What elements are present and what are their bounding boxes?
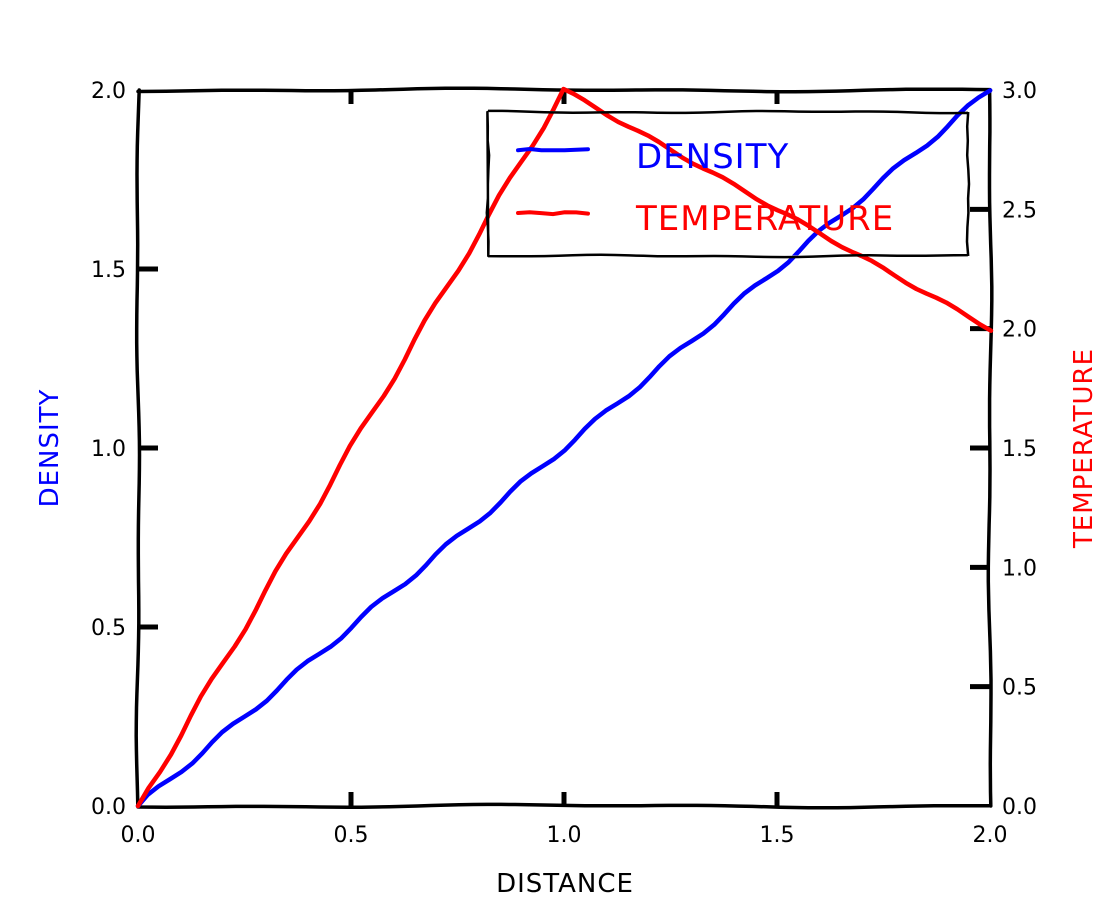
right-y-axis-label: TEMPERATURE [1069, 348, 1099, 549]
legend-entry-temperature: TEMPERATURE [635, 199, 894, 239]
left-y-tick-label: 1.0 [91, 437, 126, 462]
right-y-tick-label: 0.0 [1002, 795, 1037, 820]
x-tick-label: 1.5 [760, 823, 795, 848]
x-tick-label: 1.0 [547, 823, 582, 848]
right-y-tick-label: 2.5 [1002, 198, 1037, 223]
x-tick-labels: 0.0 0.5 1.0 1.5 2.0 [121, 823, 1008, 848]
right-y-tick-label: 1.0 [1002, 556, 1037, 581]
left-y-tick-label: 1.5 [91, 258, 126, 283]
x-tick-label: 2.0 [973, 823, 1008, 848]
series-line-density [135, 88, 993, 809]
left-y-tick-label: 0.0 [91, 795, 126, 820]
right-y-tick-label: 3.0 [1002, 79, 1037, 104]
x-axis-label: DISTANCE [496, 869, 634, 899]
x-tick-label: 0.0 [121, 823, 156, 848]
series-line-temperature [135, 86, 994, 809]
left-y-axis-label: DENSITY [35, 389, 65, 508]
series-layer [135, 86, 994, 809]
legend-swatch-density [516, 146, 590, 153]
legend-box [485, 109, 971, 259]
legend-entry-density: DENSITY [636, 137, 789, 177]
right-y-tick-label: 2.0 [1002, 318, 1037, 343]
right-y-tick-labels: 0.0 0.5 1.0 1.5 2.0 2.5 3.0 [1002, 79, 1037, 820]
left-y-tick-label: 0.5 [91, 616, 126, 641]
left-y-tick-labels: 0.0 0.5 1.0 1.5 2.0 [91, 79, 126, 820]
right-y-tick-label: 1.5 [1002, 437, 1037, 462]
legend: DENSITY TEMPERATURE [485, 109, 971, 259]
right-y-tick-label: 0.5 [1002, 676, 1037, 701]
legend-swatch-temperature [516, 210, 590, 217]
x-tick-label: 0.5 [334, 823, 369, 848]
left-y-tick-label: 2.0 [91, 79, 126, 104]
